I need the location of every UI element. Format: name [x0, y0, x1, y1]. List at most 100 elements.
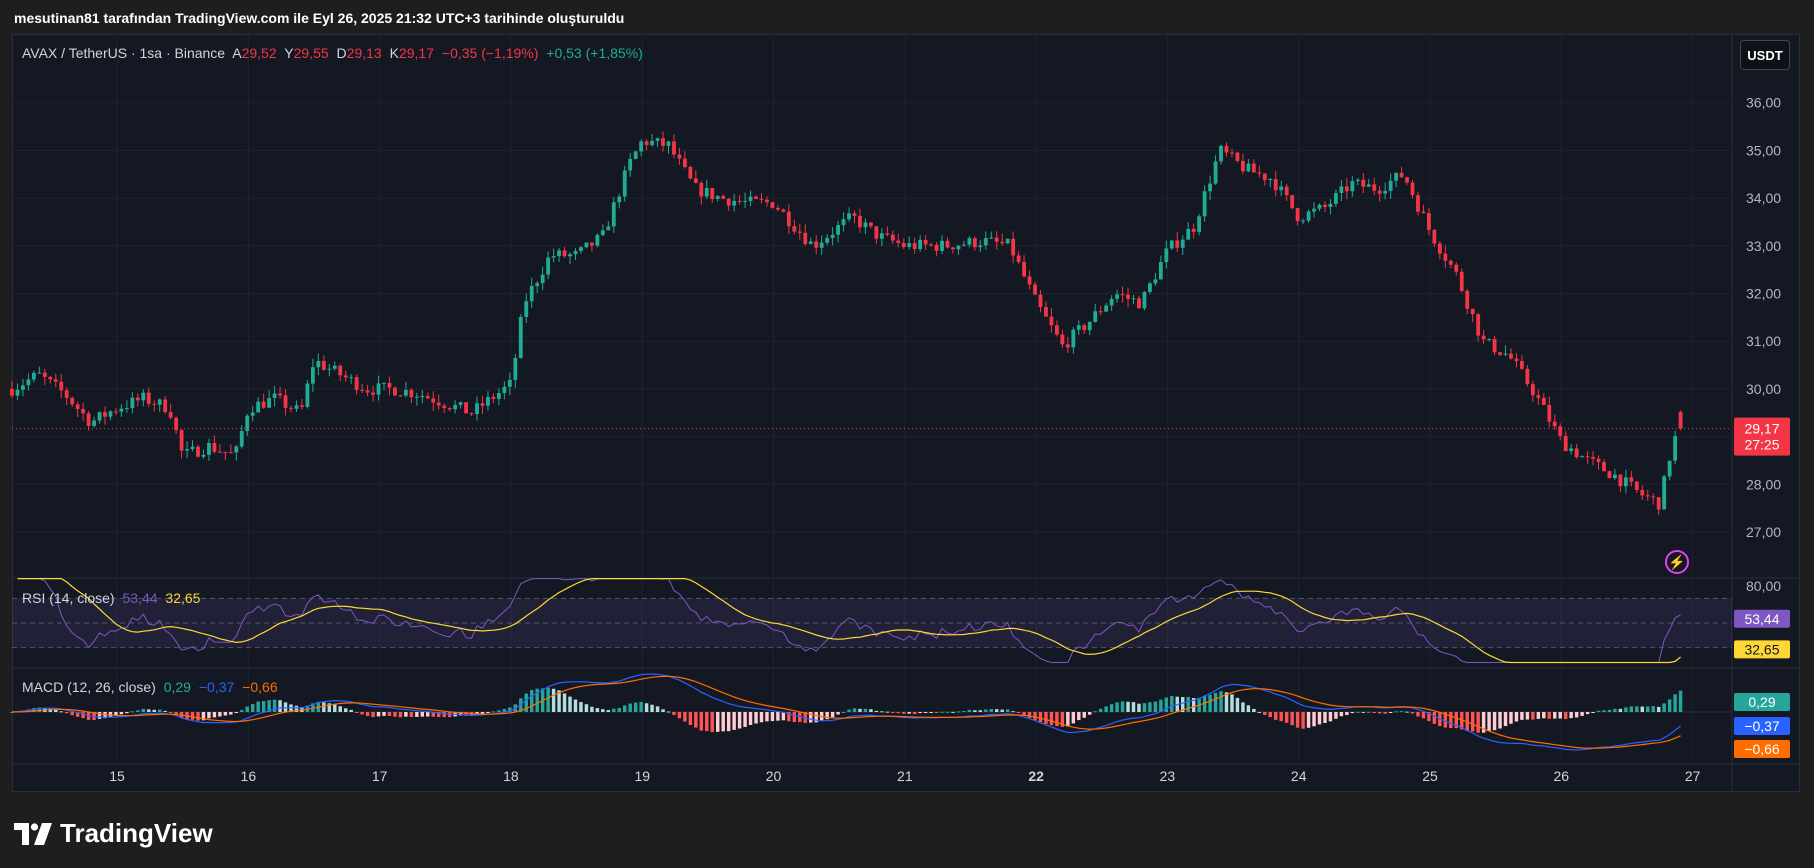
candle-body [1569, 448, 1574, 452]
macd-histogram-bar [497, 710, 501, 712]
candle-body [901, 242, 906, 247]
candle-body [1164, 248, 1169, 263]
macd-histogram-bar [967, 709, 972, 712]
candle-body [1416, 195, 1420, 212]
bolt-icon[interactable]: ⚡ [1665, 550, 1689, 574]
macd-histogram-bar [136, 710, 140, 712]
time-tick-label: 16 [241, 768, 257, 784]
candle-body [475, 403, 479, 414]
macd-histogram-bar [1427, 712, 1431, 722]
candle-body [207, 443, 211, 455]
macd-histogram-bar [250, 704, 255, 712]
macd-histogram-bar [1219, 691, 1223, 712]
candle-body [1558, 426, 1563, 436]
macd-histogram-bar [978, 710, 983, 712]
macd-histogram-bar [830, 712, 835, 718]
macd-histogram-bar [803, 712, 807, 723]
candle-body [650, 140, 654, 145]
candle-body [682, 158, 687, 167]
macd-histogram-bar [934, 712, 939, 713]
candle-body [48, 376, 53, 380]
macd-histogram-bar [1602, 710, 1606, 712]
candle-body [97, 412, 102, 421]
candle-body [1350, 181, 1355, 192]
macd-histogram-bar [1503, 712, 1508, 727]
macd-histogram-bar [891, 712, 895, 713]
candle-body [688, 166, 693, 179]
macd-histogram-bar [962, 710, 966, 712]
tradingview-logo[interactable]: TradingView [14, 818, 213, 849]
candle-body [1399, 172, 1404, 178]
time-tick-label: 27 [1685, 768, 1701, 784]
candle-body [830, 234, 835, 238]
candle-body [1476, 314, 1481, 336]
macd-histogram-bar [1542, 712, 1546, 719]
macd-histogram-bar [1574, 712, 1579, 718]
macd-histogram-bar [141, 708, 146, 712]
candle-body [1301, 220, 1306, 222]
candle-body [436, 402, 441, 406]
rsi-legend: RSI (14, close) 53,44 32,65 [22, 590, 204, 606]
macd-histogram-bar [1000, 709, 1004, 712]
time-tick-label: 19 [634, 768, 650, 784]
candle-body [1169, 240, 1174, 249]
candle-body [885, 233, 890, 235]
last-price-badge [1734, 417, 1790, 456]
macd-histogram-bar [1104, 706, 1108, 712]
candle-body [639, 141, 644, 152]
candle-body [1454, 264, 1459, 272]
candle-body [92, 420, 96, 426]
macd-histogram-bar [190, 712, 195, 720]
rsi-ma-label: 32,65 [1744, 641, 1779, 657]
candle-body [1005, 238, 1010, 244]
candle-body [1197, 216, 1202, 232]
macd-histogram-bar [628, 703, 632, 712]
candle-body [1033, 284, 1037, 295]
candle-body [1503, 353, 1508, 355]
time-tick-label: 22 [1028, 768, 1044, 784]
macd-histogram-bar [1241, 702, 1245, 712]
macd-histogram-bar [1580, 712, 1584, 716]
macd-histogram-bar [617, 707, 621, 712]
candle-body [245, 415, 250, 432]
candle-body [1011, 238, 1016, 256]
candle-body [1645, 495, 1650, 497]
time-tick-label: 15 [109, 768, 125, 784]
candle-body [759, 198, 764, 200]
candle-body [1410, 182, 1415, 196]
candle-body [1470, 308, 1475, 315]
macd-histogram-bar [508, 707, 512, 712]
candle-body [1158, 262, 1163, 280]
candle-body [1180, 239, 1185, 248]
candle-body [1137, 298, 1141, 309]
candle-body [737, 200, 742, 202]
candle-body [294, 405, 299, 409]
macd-histogram-bar [639, 702, 643, 712]
macd-histogram-bar [633, 702, 638, 712]
candle-body [64, 390, 69, 398]
candle-body [1591, 456, 1595, 459]
candle-body [278, 393, 282, 396]
macd-histogram-bar [1536, 712, 1541, 719]
chart-frame[interactable] [12, 34, 1800, 792]
macd-histogram-bar [1181, 697, 1185, 712]
candle-body [1667, 460, 1672, 477]
macd-histogram-bar [327, 703, 332, 712]
macd-histogram-bar [1005, 709, 1010, 712]
candle-body [1634, 481, 1639, 490]
candle-body [1076, 325, 1081, 330]
macd-histogram-bar [973, 710, 977, 712]
candle-body [1492, 338, 1497, 353]
candle-body [130, 397, 135, 409]
currency-button[interactable]: USDT [1740, 40, 1790, 70]
candle-body [655, 138, 660, 141]
low-label: D [336, 45, 347, 61]
macd-histogram-bar [1038, 712, 1043, 723]
candle-body [1355, 179, 1360, 182]
macd-histogram-bar [759, 712, 764, 723]
candle-body [168, 412, 173, 418]
macd-histogram-bar [1306, 712, 1311, 728]
candle-body [300, 405, 304, 407]
candle-body [622, 170, 627, 197]
